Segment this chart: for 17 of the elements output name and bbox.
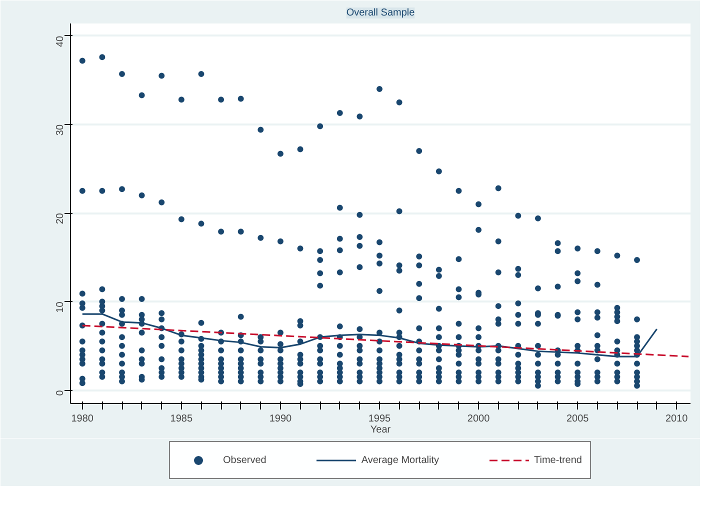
legend-label: Time-trend <box>534 454 582 466</box>
x-tick-label: 1990 <box>269 414 292 424</box>
x-tick-label: 2005 <box>566 414 590 424</box>
x-tick-label: 2010 <box>666 414 688 424</box>
y-tick-label: 30 <box>55 124 66 136</box>
x-tick-label: 1985 <box>170 414 193 424</box>
chart-title: Overall Sample <box>346 8 416 18</box>
x-tick-label: 1995 <box>368 414 392 424</box>
legend-label: Observed <box>223 454 266 466</box>
y-tick-label: 0 <box>55 390 66 396</box>
x-axis-title: Year <box>370 424 392 436</box>
y-tick-label: 20 <box>55 212 66 224</box>
legend-label: Average Mortality <box>361 454 440 466</box>
x-tick-label: 2000 <box>467 414 490 424</box>
y-tick-label: 10 <box>55 301 66 313</box>
x-tick-label: 1980 <box>71 414 94 424</box>
y-tick-label: 40 <box>55 35 66 48</box>
